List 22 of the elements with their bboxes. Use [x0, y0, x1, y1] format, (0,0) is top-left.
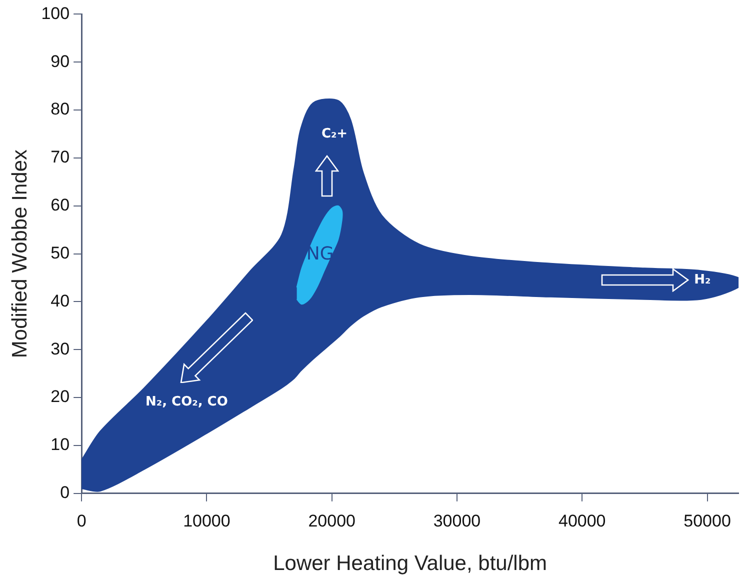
x-tick-label: 50000	[684, 511, 731, 530]
y-tick-label: 90	[50, 52, 70, 71]
y-tick-label: 30	[50, 339, 70, 358]
annotation: N₂, CO₂, CO	[145, 394, 228, 410]
y-tick-label: 60	[50, 196, 70, 215]
x-tick-label: 30000	[433, 511, 481, 530]
x-tick-label: 10000	[183, 511, 230, 530]
y-tick-label: 50	[50, 243, 70, 262]
annotation: H₂	[694, 272, 711, 288]
y-tick-label: 10	[50, 435, 70, 454]
x-tick-label: 0	[76, 511, 86, 530]
y-tick-label: 80	[50, 100, 70, 119]
annotation: C₂+	[321, 126, 348, 142]
x-tick-label: 40000	[558, 511, 606, 530]
y-tick-label: 100	[41, 4, 70, 23]
y-tick-label: 40	[50, 291, 70, 310]
y-tick-label: 20	[50, 387, 70, 406]
y-tick-label: 0	[60, 483, 70, 502]
y-tick-label: 70	[50, 148, 70, 167]
x-tick-label: 20000	[308, 511, 356, 530]
x-axis-title: Lower Heating Value, btu/lbm	[273, 552, 548, 576]
y-axis-title: Modified Wobbe Index	[8, 149, 32, 358]
